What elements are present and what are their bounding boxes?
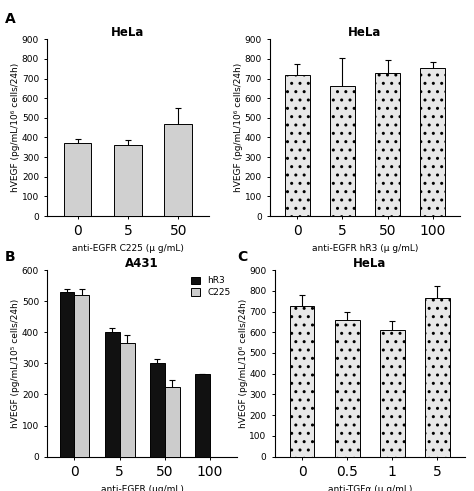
X-axis label: anti-EGFR hR3 (μ g/mL): anti-EGFR hR3 (μ g/mL)	[312, 244, 418, 253]
Y-axis label: hVEGF (pg/mL/10⁶ cells/24h): hVEGF (pg/mL/10⁶ cells/24h)	[234, 63, 243, 192]
Bar	[165, 387, 180, 457]
Bar	[285, 75, 310, 216]
X-axis label: anti-EGFR (μg/mL): anti-EGFR (μg/mL)	[101, 485, 183, 491]
Legend: hR3, C225: hR3, C225	[190, 274, 232, 299]
Bar	[195, 374, 210, 457]
Bar	[425, 298, 450, 457]
Title: HeLa: HeLa	[111, 27, 145, 39]
X-axis label: anti-TGFα (μ g/mL): anti-TGFα (μ g/mL)	[328, 485, 412, 491]
Y-axis label: hVEGF (pg/mL/10⁵ cells/24h): hVEGF (pg/mL/10⁵ cells/24h)	[11, 299, 20, 428]
Bar	[380, 330, 405, 457]
Bar	[375, 73, 400, 216]
Text: C: C	[237, 250, 247, 265]
Title: A431: A431	[126, 257, 159, 270]
X-axis label: anti-EGFR C225 (μ g/mL): anti-EGFR C225 (μ g/mL)	[72, 244, 184, 253]
Bar	[290, 306, 314, 457]
Bar	[420, 68, 445, 216]
Bar	[74, 295, 90, 457]
Bar	[114, 145, 142, 216]
Bar	[105, 332, 119, 457]
Bar	[64, 143, 91, 216]
Bar	[119, 343, 135, 457]
Bar	[335, 320, 360, 457]
Bar	[164, 124, 192, 216]
Title: HeLa: HeLa	[348, 27, 382, 39]
Bar	[330, 86, 355, 216]
Bar	[60, 292, 74, 457]
Bar	[150, 363, 165, 457]
Text: A: A	[5, 12, 16, 27]
Title: HeLa: HeLa	[353, 257, 386, 270]
Text: B: B	[5, 250, 15, 265]
Y-axis label: hVEGF (pg/mL/10⁶ cells/24h): hVEGF (pg/mL/10⁶ cells/24h)	[11, 63, 20, 192]
Y-axis label: hVEGF (pg/mL/10⁶ cells/24h): hVEGF (pg/mL/10⁶ cells/24h)	[239, 299, 248, 428]
